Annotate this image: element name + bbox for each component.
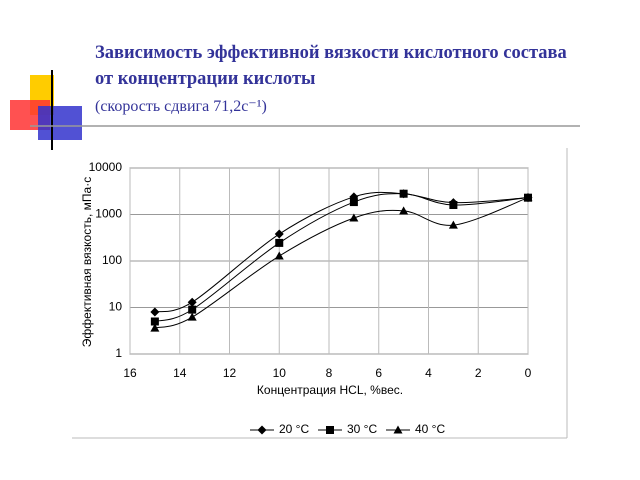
x-tick-label: 2 bbox=[475, 366, 482, 380]
x-tick-label: 8 bbox=[326, 366, 333, 380]
point bbox=[274, 229, 284, 239]
point bbox=[150, 323, 160, 332]
point bbox=[187, 297, 197, 307]
point bbox=[274, 251, 284, 260]
x-tick-label: 16 bbox=[123, 366, 137, 380]
point bbox=[187, 312, 197, 321]
x-tick-label: 14 bbox=[173, 366, 187, 380]
x-tick-label: 4 bbox=[425, 366, 432, 380]
chart-subtitle: (скорость сдвига 71,2с⁻¹) bbox=[95, 98, 267, 115]
point bbox=[523, 193, 533, 202]
legend-label: 20 °C bbox=[279, 422, 309, 436]
legend-marker bbox=[393, 425, 403, 434]
point bbox=[448, 220, 458, 229]
legend-marker bbox=[326, 426, 334, 434]
legend-marker bbox=[257, 425, 267, 435]
x-axis-label: Концентрация HCL, %вес. bbox=[257, 383, 403, 397]
point bbox=[150, 317, 159, 326]
y-tick-label: 10000 bbox=[89, 160, 123, 174]
point bbox=[275, 238, 284, 247]
point bbox=[349, 198, 358, 207]
legend-label: 40 °C bbox=[415, 422, 445, 436]
point bbox=[150, 307, 160, 317]
point bbox=[399, 189, 408, 198]
x-tick-label: 0 bbox=[525, 366, 532, 380]
point bbox=[449, 201, 458, 210]
y-axis-label: Эффективная вязкость, мПа·с bbox=[80, 177, 94, 347]
x-tick-label: 12 bbox=[223, 366, 237, 380]
point bbox=[399, 206, 409, 215]
legend-label: 30 °C bbox=[347, 422, 377, 436]
point bbox=[188, 305, 197, 314]
point bbox=[349, 213, 359, 222]
series-line bbox=[154, 193, 529, 322]
y-tick-label: 10 bbox=[109, 300, 123, 314]
x-tick-label: 6 bbox=[375, 366, 382, 380]
y-tick-label: 100 bbox=[102, 253, 122, 267]
y-tick-label: 1 bbox=[115, 346, 122, 360]
decor bbox=[38, 106, 82, 140]
series-line bbox=[154, 197, 529, 329]
series-line bbox=[154, 191, 529, 313]
y-tick-label: 1000 bbox=[95, 207, 122, 221]
x-tick-label: 10 bbox=[273, 366, 287, 380]
chart-title: Зависимость эффективной вязкости кислотн… bbox=[95, 43, 567, 89]
